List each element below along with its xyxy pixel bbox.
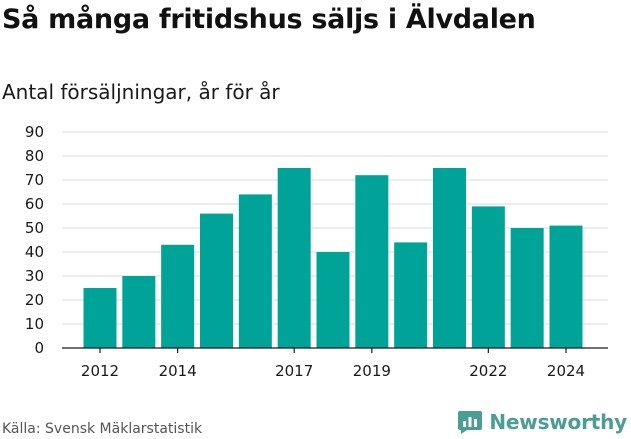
x-tick-label-2012: 2012	[81, 362, 119, 380]
bar-2016	[238, 194, 272, 348]
bar-2015	[200, 213, 233, 348]
bar-2023	[510, 228, 544, 348]
chart-subtitle: Antal försäljningar, år för år	[2, 80, 280, 104]
bar-chart: 0 10 20 30 40 50 60 70 80 90 2012 2014 2017 2019 2022…	[25, 123, 608, 380]
bar-2014	[161, 244, 195, 348]
bar-2018	[316, 252, 350, 348]
y-tick-label-10: 10	[25, 315, 44, 333]
x-tick-label-2017: 2017	[275, 362, 313, 380]
y-tick-label-90: 90	[25, 123, 44, 141]
x-tick-label-2014: 2014	[159, 362, 197, 380]
y-axis-labels: 0 10 20 30 40 50 60 70 80 90	[25, 123, 44, 357]
y-tick-label-60: 60	[25, 195, 44, 213]
bar-2021	[433, 168, 466, 348]
y-tick-label-80: 80	[25, 147, 44, 165]
bar-2020	[394, 242, 428, 348]
x-tick-label-2024: 2024	[547, 362, 585, 380]
brand-name: Newsworthy	[489, 410, 627, 434]
y-tick-label-70: 70	[25, 171, 44, 189]
y-tick-label-20: 20	[25, 291, 44, 309]
bar-2013	[122, 276, 156, 348]
bar-2019	[355, 175, 389, 348]
newsworthy-brand: Newsworthy	[457, 408, 627, 436]
y-tick-label-40: 40	[25, 243, 44, 261]
bars	[83, 168, 583, 348]
x-axis-labels: 2012 2014 2017 2019 2022 2024	[81, 362, 585, 380]
source-note: Källa: Svensk Mäklarstatistik	[2, 421, 203, 437]
bar-2022	[471, 206, 505, 348]
bar-2017	[277, 168, 311, 348]
chart-title: Så många fritidshus säljs i Älvdalen	[2, 4, 536, 35]
y-tick-label-30: 30	[25, 267, 44, 285]
x-tick-label-2019: 2019	[353, 362, 391, 380]
x-tick-label-2022: 2022	[469, 362, 507, 380]
bar-2012	[83, 288, 117, 348]
bar-2024	[549, 225, 583, 348]
newsworthy-logo-icon	[458, 411, 483, 434]
y-tick-label-0: 0	[34, 339, 44, 357]
y-tick-label-50: 50	[25, 219, 44, 237]
x-axis-ticks	[99, 348, 567, 353]
